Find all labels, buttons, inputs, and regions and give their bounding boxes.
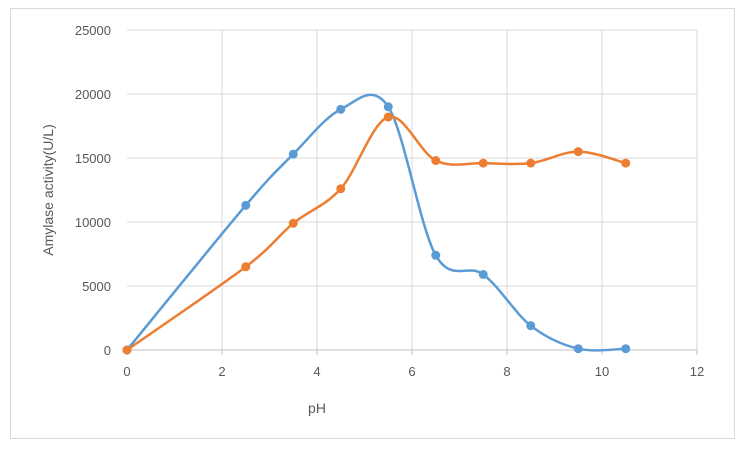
series-2-point <box>122 345 132 355</box>
y-tick-label: 25000 <box>75 23 111 38</box>
series-1-line <box>126 93 626 352</box>
series-1-point <box>573 344 583 354</box>
series-2-point <box>478 158 488 168</box>
series-2-point <box>288 218 298 228</box>
series-1-point <box>526 321 536 331</box>
series-1-point <box>241 200 251 210</box>
y-tick-label: 15000 <box>75 151 111 166</box>
y-tick-label: 0 <box>104 343 111 358</box>
series-1-point <box>288 149 298 159</box>
series-1-point <box>431 250 441 260</box>
x-tick-label: 8 <box>503 364 510 379</box>
y-tick-label: 10000 <box>75 215 111 230</box>
series-2-line <box>126 115 627 352</box>
series-group <box>122 93 631 355</box>
series-1-point <box>478 269 488 279</box>
series-2-point <box>431 156 441 166</box>
tick-labels: 0 2 4 6 8 10 12 0 5000 10000 15000 20000 25000 <box>75 23 704 379</box>
y-tick-label: 5000 <box>82 279 111 294</box>
grid-lines <box>127 29 698 350</box>
series-1-point <box>621 344 631 354</box>
series-2-point <box>241 262 251 272</box>
series-2-point <box>336 184 346 194</box>
y-tick-label: 20000 <box>75 87 111 102</box>
series-2-point <box>621 158 631 168</box>
series-1-point <box>383 102 393 112</box>
x-tick-label: 10 <box>595 364 609 379</box>
x-tick-label: 2 <box>218 364 225 379</box>
chart-frame <box>10 8 735 439</box>
x-tick-label: 4 <box>313 364 320 379</box>
series-2-point <box>383 112 393 122</box>
x-axis-title: pH <box>308 400 326 416</box>
x-tick-label: 12 <box>690 364 704 379</box>
series-2-point <box>526 158 536 168</box>
series-2-point <box>573 147 583 157</box>
series-1-point <box>336 104 346 114</box>
x-tick-label: 0 <box>123 364 130 379</box>
y-axis-title: Amylase activity(U/L) <box>40 124 56 255</box>
x-tick-label: 6 <box>408 364 415 379</box>
